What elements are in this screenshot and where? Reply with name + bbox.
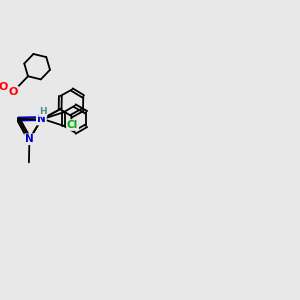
Text: N: N: [37, 115, 46, 124]
Text: H: H: [39, 107, 46, 116]
Text: O: O: [8, 87, 18, 97]
Text: Cl: Cl: [67, 120, 78, 130]
Text: O: O: [0, 82, 8, 92]
Text: N: N: [37, 114, 46, 124]
Text: N: N: [25, 134, 34, 144]
